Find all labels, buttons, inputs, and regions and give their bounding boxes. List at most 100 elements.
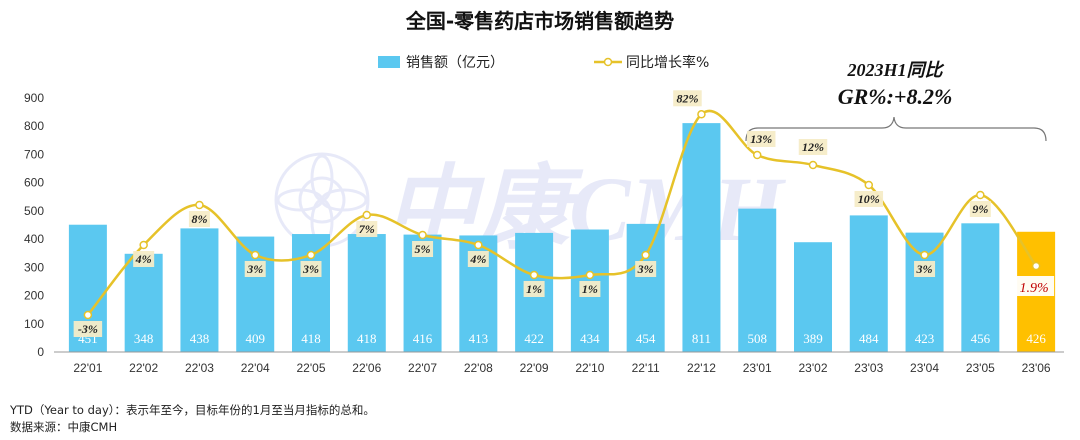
yoy-point [139,240,148,250]
footnote-ytd: YTD（Year to day）：表示年至今，目标年份的1月至当月指标的总和。 [10,403,375,417]
bar-value-label: 438 [190,331,210,346]
watermark-logo-icon [274,152,370,248]
y-tick-label: 700 [24,147,44,161]
yoy-label-bg [854,191,884,207]
x-tick-label: 23'03 [854,361,883,375]
yoy-label-23'05: 9% [972,202,988,216]
yoy-point [752,150,762,160]
yoy-point [250,250,260,260]
yoy-point [920,250,929,260]
legend-line-marker [603,57,613,67]
yoy-label-bg [969,201,991,217]
yoy-point [83,310,93,320]
bar-value-label: 456 [971,331,991,346]
yoy-label-22'12: 82% [676,91,698,105]
yoy-label-22'01: -3% [78,322,98,336]
x-tick-label: 22'05 [297,361,326,375]
bar-value-label: 484 [859,331,879,346]
yoy-label-bg [467,251,489,267]
yoy-label-23'03: 10% [858,192,880,206]
yoy-label-bg [673,90,702,107]
bar-23'03 [849,215,888,352]
y-tick-label: 0 [37,345,44,359]
x-tick-label: 22'10 [575,361,604,375]
yoy-point [529,270,539,280]
bar-value-label: 348 [134,331,154,346]
yoy-label-23'04: 3% [916,262,933,276]
bar-value-label: 416 [413,331,433,346]
x-axis: 22'01 22'02 22'03 22'04 22'05 22'06 22'07 22'08… [73,361,1051,375]
x-tick-label: 22'03 [185,361,214,375]
bar-value-label: 418 [301,331,321,346]
bar-22'12 [682,123,721,353]
x-tick-label: 22'02 [129,361,158,375]
yoy-label-bg [300,261,322,277]
yoy-label-22'10: 1% [582,282,598,296]
yoy-label-bg [412,241,434,257]
x-tick-label: 22'07 [408,361,437,375]
chart-title: 全国-零售药店市场销售额趋势 [405,9,674,33]
y-tick-label: 100 [24,317,44,331]
bar-value-label: 508 [747,331,767,346]
yoy-point [195,200,204,210]
x-tick-label: 22'09 [520,361,549,375]
annotation-line1: 2023H1同比 [846,60,944,80]
bar-22'02 [124,253,163,352]
legend-bar-label: 销售额（亿元） [406,55,504,71]
yoy-point [474,240,483,250]
yoy-point [585,270,595,280]
bar-value-label: 811 [692,331,711,346]
yoy-label-22'11: 3% [637,262,654,276]
yoy-label-bg [133,251,155,267]
y-tick-label: 200 [24,289,44,303]
y-tick-label: 900 [24,91,44,105]
annotation-line2: GR%:+8.2% [838,84,953,109]
x-tick-label: 22'06 [352,361,381,375]
yoy-line-labels: -3% 4% 8% 3% 3% 7% 5% 4% 1% 1% 3% 82% 13% 12% 10% 3% 9% 1… [73,90,1055,337]
bar-value-label: 434 [580,331,600,346]
bar-value-label: 426 [1026,331,1046,346]
bar-23'05 [961,223,1000,352]
legend: 销售额（亿元） 同比增长率% [378,54,709,71]
yoy-point [362,210,372,220]
yoy-label-bg [914,261,936,277]
bar-value-label: 422 [524,331,544,346]
y-tick-label: 300 [24,260,44,274]
annotation-brace [745,116,1047,142]
yoy-point [1031,261,1041,271]
x-tick-label: 22'12 [687,361,716,375]
yoy-point [976,190,985,200]
x-tick-label: 22'04 [241,361,270,375]
yoy-label-23'02: 12% [802,140,824,154]
yoy-label-23'06: 1.9% [1020,281,1049,296]
yoy-label-bg [523,281,545,297]
yoy-point [864,180,874,190]
bar-23'01 [738,208,777,352]
yoy-label-22'09: 1% [526,282,542,296]
yoy-label-bg [635,261,657,277]
yoy-label-bg [356,221,378,237]
y-tick-label: 400 [24,232,44,246]
bar-value-label: 423 [915,331,935,346]
bar-value-label: 389 [803,331,823,346]
x-tick-label: 23'01 [743,361,772,375]
yoy-label-bg [798,139,828,155]
yoy-point [418,230,427,240]
yoy-label-22'08: 4% [469,252,486,266]
yoy-point [808,160,818,170]
bar-value-label: 454 [636,331,656,346]
yoy-point [306,250,316,260]
yoy-point [641,250,650,260]
bar-value-label: 409 [245,331,265,346]
bar-value-labels: 451 348 438 409 418 418 416 413 422 434 454 811 508 3… [78,331,1046,346]
y-tick-label: 800 [24,119,44,133]
yoy-label-bg [746,131,776,147]
yoy-label-22'07: 5% [415,242,431,256]
legend-line-label: 同比增长率% [626,54,709,71]
bar-22'11 [626,223,665,352]
x-tick-label: 23'05 [966,361,995,375]
y-tick-label: 500 [24,204,44,218]
bar-value-label: 418 [357,331,377,346]
yoy-label-22'04: 3% [246,262,263,276]
